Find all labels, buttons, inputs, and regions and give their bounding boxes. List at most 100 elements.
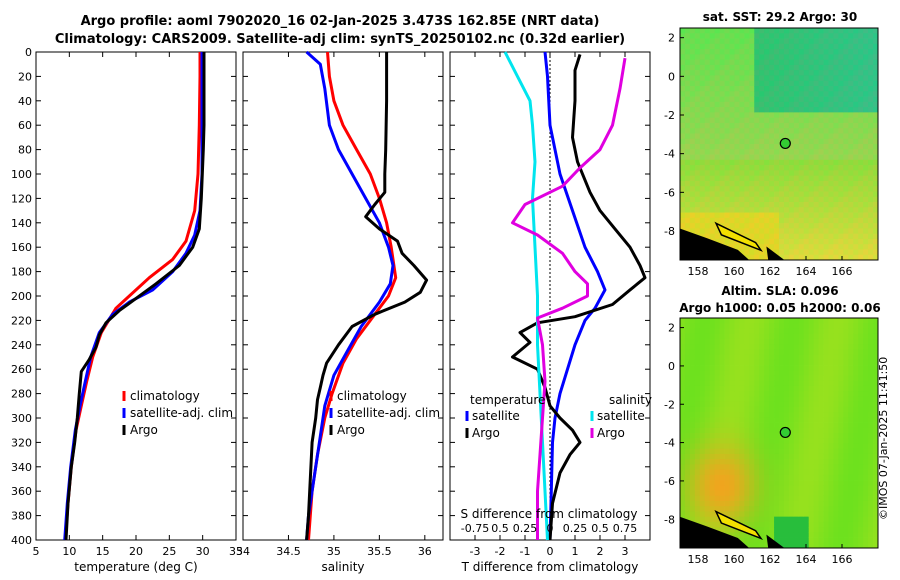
map-cell bbox=[788, 233, 795, 240]
map-cell bbox=[823, 391, 829, 397]
map-cell bbox=[729, 59, 735, 66]
map-cell bbox=[729, 485, 735, 491]
map-cell bbox=[694, 485, 701, 491]
map-cell bbox=[689, 354, 696, 361]
map-cell bbox=[699, 43, 706, 50]
map-cell bbox=[729, 175, 735, 182]
map-cell bbox=[779, 375, 785, 382]
map-cell bbox=[788, 249, 795, 256]
map-cell bbox=[808, 144, 815, 150]
map-cell bbox=[689, 318, 696, 324]
map-cell bbox=[818, 469, 824, 476]
map-cell bbox=[858, 96, 864, 103]
map-cell bbox=[868, 401, 874, 408]
map-cell bbox=[853, 438, 859, 444]
map-cell bbox=[694, 354, 701, 361]
map-cell bbox=[848, 112, 854, 119]
map-cell bbox=[833, 385, 839, 392]
map-cell bbox=[704, 233, 711, 240]
map-cell bbox=[739, 370, 745, 376]
map-cell bbox=[729, 138, 735, 145]
map-cell bbox=[764, 516, 770, 523]
map-cell bbox=[749, 180, 755, 187]
map-cell bbox=[709, 159, 716, 166]
map-cell bbox=[680, 59, 686, 66]
map-cell bbox=[823, 133, 829, 140]
map-cell bbox=[739, 417, 745, 423]
map-cell bbox=[704, 43, 711, 50]
map-cell bbox=[828, 453, 834, 460]
map-cell bbox=[739, 448, 745, 455]
map-cell bbox=[734, 101, 740, 108]
map-cell bbox=[779, 385, 785, 392]
map-cell bbox=[783, 207, 790, 213]
map-cell bbox=[783, 349, 790, 355]
map-cell bbox=[769, 500, 775, 507]
island-shape bbox=[766, 534, 785, 548]
map-cell bbox=[699, 391, 706, 397]
map-cell bbox=[788, 212, 795, 219]
map-cell bbox=[699, 495, 706, 502]
map-cell bbox=[699, 328, 706, 335]
map-cell bbox=[833, 527, 839, 533]
map-cell bbox=[739, 112, 745, 119]
map-cell bbox=[843, 438, 849, 444]
map-cell bbox=[863, 175, 869, 182]
map-cell bbox=[853, 133, 859, 140]
map-cell bbox=[803, 75, 810, 82]
map-cell bbox=[739, 33, 745, 39]
map-cell bbox=[783, 385, 790, 392]
map-cell bbox=[744, 459, 750, 465]
map-cell bbox=[759, 438, 765, 444]
map-cell bbox=[833, 521, 839, 528]
map-cell bbox=[848, 469, 854, 476]
map-cell bbox=[793, 59, 800, 66]
map-cell bbox=[714, 59, 720, 66]
map-cell bbox=[828, 96, 834, 103]
map-cell bbox=[868, 196, 874, 203]
map-cell bbox=[704, 122, 711, 129]
map-cell bbox=[709, 75, 716, 82]
map-cell bbox=[764, 480, 770, 486]
map-cell bbox=[833, 464, 839, 470]
map-cell bbox=[818, 438, 824, 444]
map-cell bbox=[808, 38, 815, 45]
map-cell bbox=[709, 228, 716, 235]
map-cell bbox=[848, 359, 854, 366]
map-cell bbox=[853, 427, 859, 434]
map-cell bbox=[783, 191, 790, 198]
map-cell bbox=[779, 38, 785, 45]
map-cell bbox=[873, 359, 879, 366]
x-tick-label: 35 bbox=[229, 545, 243, 558]
map-cell bbox=[783, 86, 790, 92]
map-cell bbox=[853, 233, 859, 240]
map-cell bbox=[689, 128, 696, 134]
map-cell bbox=[833, 443, 839, 450]
map-cell bbox=[823, 354, 829, 361]
map-cell bbox=[729, 96, 735, 103]
map-cell bbox=[863, 49, 869, 55]
map-y-tick-label: -4 bbox=[664, 437, 675, 450]
s-tick-label: 0.25 bbox=[513, 522, 538, 535]
map-cell bbox=[704, 500, 711, 507]
map-cell bbox=[808, 537, 815, 544]
map-cell bbox=[709, 112, 716, 119]
map-cell bbox=[759, 49, 765, 55]
map-cell bbox=[769, 338, 775, 345]
map-cell bbox=[689, 506, 696, 512]
map-cell bbox=[813, 328, 819, 335]
map-cell bbox=[684, 54, 691, 61]
map-cell bbox=[848, 433, 854, 439]
map-cell bbox=[793, 149, 800, 155]
map-cell bbox=[808, 217, 815, 224]
map-cell bbox=[848, 191, 854, 198]
map-cell bbox=[759, 33, 765, 39]
map-cell bbox=[704, 349, 711, 355]
map-cell bbox=[803, 196, 810, 203]
map-cell bbox=[868, 344, 874, 350]
map-cell bbox=[838, 433, 844, 439]
map-cell bbox=[689, 396, 696, 403]
map-cell bbox=[813, 138, 819, 145]
map-cell bbox=[714, 443, 720, 450]
map-cell bbox=[798, 223, 805, 229]
